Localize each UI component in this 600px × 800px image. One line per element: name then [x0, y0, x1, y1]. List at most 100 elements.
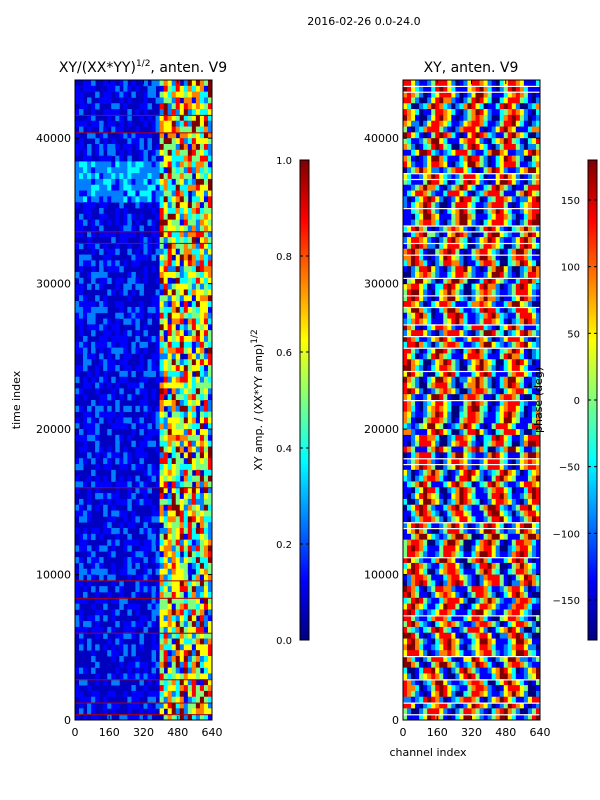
right-heatmap-cell — [403, 365, 408, 372]
right-heatmap-cell — [439, 149, 444, 157]
left-heatmap-cell — [119, 714, 124, 720]
left-heatmap-cell — [155, 167, 161, 174]
left-heatmap-cell — [75, 458, 80, 465]
left-heatmap-cell — [87, 208, 92, 215]
right-heatmap-cell — [403, 126, 408, 133]
right-heatmap-cell — [527, 91, 533, 98]
left-heatmap-cell — [155, 539, 161, 546]
left-heatmap-cell — [155, 248, 161, 255]
left-heatmap-cell — [139, 580, 144, 587]
right-heatmap-cell — [443, 283, 448, 290]
left-heatmap-cell — [159, 149, 165, 157]
left-heatmap-cell — [75, 225, 80, 232]
left-heatmap-cell — [127, 493, 132, 500]
right-heatmap-cell — [511, 120, 517, 127]
left-heatmap-cell — [163, 516, 169, 523]
right-heatmap-cell — [415, 237, 420, 244]
left-heatmap-cell — [175, 475, 181, 482]
right-heatmap-cell — [471, 370, 476, 378]
left-heatmap-cell — [115, 114, 120, 122]
right-heatmap-cell — [447, 173, 452, 180]
right-heatmap-cell — [415, 248, 420, 255]
right-heatmap-cell — [407, 167, 412, 174]
left-heatmap-cell — [111, 615, 116, 622]
right-heatmap-cell — [403, 382, 408, 389]
left-heatmap-cell — [171, 306, 177, 314]
left-heatmap-cell — [95, 167, 100, 174]
right-heatmap-cell — [495, 452, 501, 459]
left-heatmap-cell — [171, 568, 177, 575]
right-heatmap-cell — [443, 312, 448, 319]
right-heatmap-cell — [499, 440, 505, 447]
right-heatmap-cell — [531, 376, 537, 383]
left-heatmap-cell — [175, 650, 181, 657]
left-heatmap-cell — [167, 324, 173, 331]
right-heatmap-cell — [483, 80, 489, 87]
right-heatmap-cell — [479, 219, 484, 226]
left-heatmap-cell — [99, 533, 104, 541]
left-heatmap-cell — [175, 231, 181, 238]
left-heatmap-cell — [203, 673, 209, 680]
right-heatmap-cell — [467, 190, 472, 197]
right-heatmap-cell — [511, 202, 517, 209]
right-heatmap-cell — [499, 260, 505, 267]
left-heatmap-cell — [159, 650, 165, 657]
right-heatmap-cell — [463, 370, 468, 378]
left-heatmap-cell — [199, 330, 205, 337]
right-heatmap-cell — [451, 248, 456, 255]
left-heatmap-cell — [107, 120, 112, 127]
left-heatmap-cell — [91, 114, 96, 122]
left-heatmap-cell — [143, 626, 148, 634]
left-heatmap-cell — [167, 283, 173, 290]
left-heatmap-cell — [103, 545, 108, 552]
right-heatmap-cell — [519, 429, 525, 436]
right-heatmap-gap-line — [403, 347, 540, 349]
left-heatmap-cell — [187, 522, 193, 529]
left-heatmap-cell — [143, 173, 148, 180]
right-heatmap-cell — [527, 434, 533, 442]
left-heatmap-cell — [155, 161, 161, 168]
right-heatmap-cell — [419, 464, 424, 471]
left-heatmap-cell — [207, 661, 212, 669]
right-heatmap-cell — [451, 184, 456, 191]
left-heatmap-cell — [167, 400, 173, 407]
right-heatmap-cell — [459, 109, 464, 116]
left-heatmap-cell — [115, 650, 120, 657]
left-heatmap-cell — [207, 574, 212, 581]
right-heatmap-cell — [475, 277, 480, 285]
right-heatmap-cell — [435, 306, 440, 314]
left-heatmap-cell — [203, 184, 209, 191]
left-heatmap-cell — [127, 283, 132, 290]
left-heatmap-cell — [87, 644, 92, 651]
left-heatmap-cell — [203, 434, 209, 442]
left-heatmap-cell — [127, 149, 132, 157]
left-heatmap-cell — [207, 202, 212, 209]
left-heatmap-cell — [83, 306, 88, 314]
left-heatmap-cell — [91, 714, 96, 720]
right-heatmap-cell — [459, 330, 464, 337]
right-heatmap-cell — [511, 353, 517, 360]
right-heatmap-cell — [519, 400, 525, 407]
left-heatmap-cell — [171, 173, 177, 180]
right-heatmap-cell — [419, 312, 424, 319]
right-heatmap-cell — [459, 440, 464, 447]
left-heatmap-cell — [179, 603, 185, 610]
left-heatmap-cell — [171, 510, 177, 517]
right-heatmap-cell — [515, 353, 521, 360]
left-heatmap-cell — [131, 661, 136, 669]
left-heatmap-cell — [139, 173, 144, 180]
left-heatmap-cell — [87, 126, 92, 133]
left-heatmap-cell — [155, 120, 161, 127]
left-heatmap-cell — [95, 283, 100, 290]
right-heatmap-cell — [423, 173, 428, 180]
left-heatmap-cell — [75, 626, 80, 634]
left-heatmap-cell — [191, 539, 197, 546]
right-heatmap-cell — [419, 155, 424, 162]
right-heatmap-cell — [471, 114, 476, 122]
right-heatmap-cell — [443, 138, 448, 145]
right-heatmap-cell — [443, 306, 448, 314]
left-heatmap-cell — [183, 306, 189, 314]
left-title-rest: , anten. V9 — [150, 60, 227, 76]
right-heatmap-cell — [531, 400, 537, 407]
right-heatmap-cell — [443, 202, 448, 209]
